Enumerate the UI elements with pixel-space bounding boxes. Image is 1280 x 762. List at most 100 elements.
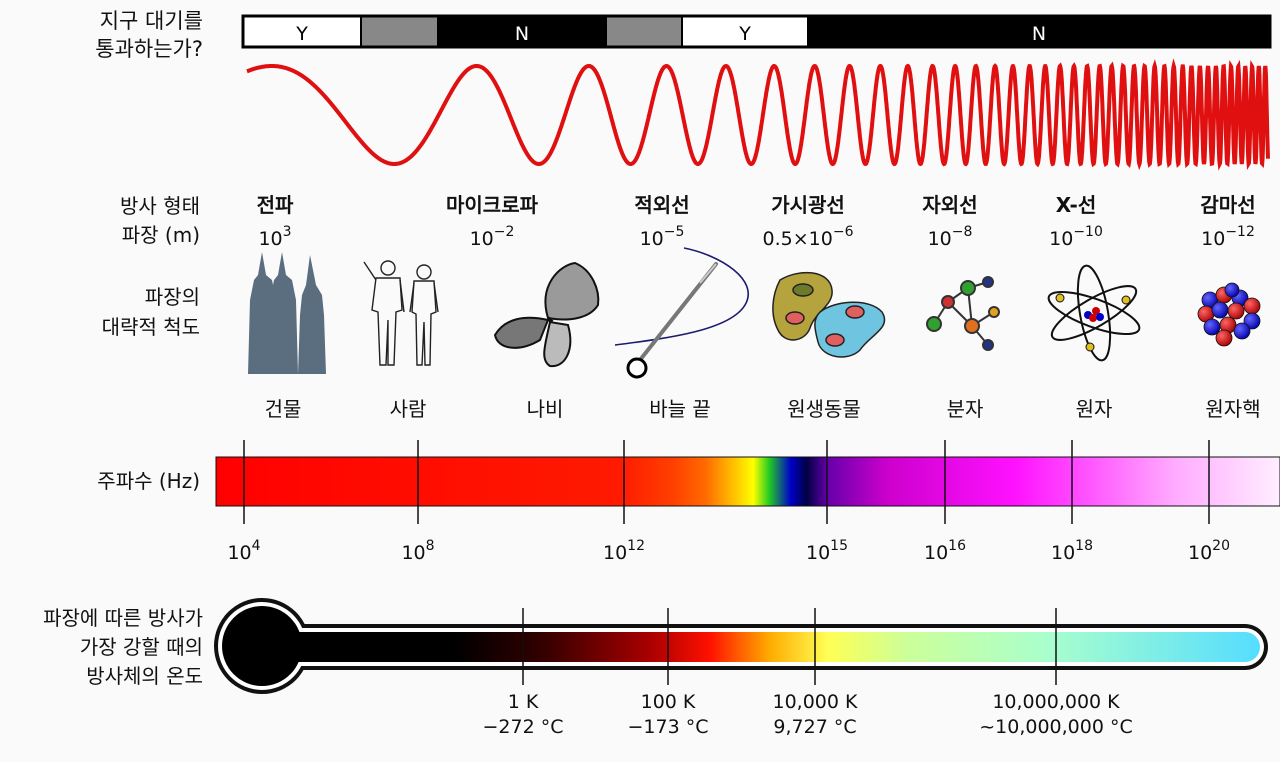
radiation-wavelength-base: 0.5×10 [763, 228, 833, 250]
temperature-kelvin: 100 K [641, 691, 696, 713]
frequency-tick-label-exponent: 18 [1075, 538, 1093, 554]
frequency-ticks: 104 108 1012 1015 1016 1018 1020 [227, 440, 1230, 564]
atmosphere-segment-label: Y [738, 23, 751, 45]
frequency-tick-label-exponent: 12 [627, 538, 645, 554]
radiation-wavelength-base: 10 [1049, 228, 1073, 250]
temperature-label-line2: 가장 강할 때의 [80, 635, 203, 659]
radiation-type-name: 가시광선 [771, 193, 845, 217]
frequency-tick-label-base: 10 [227, 542, 251, 564]
frequency-tick-label-base: 10 [603, 542, 627, 564]
frequency-tick-label: 1012 [603, 538, 645, 564]
scale-item-label: 바늘 끝 [649, 397, 711, 421]
frequency-tick-label: 104 [227, 538, 260, 564]
building-icon [248, 252, 326, 374]
scale-item-label: 원생동물 [787, 397, 861, 421]
radiation-wavelength-base: 10 [470, 228, 494, 250]
temperature-celsius: ~10,000,000 °C [979, 716, 1133, 738]
frequency-tick-label-base: 10 [1188, 542, 1212, 564]
temperature-label-line1: 파장에 따른 방사가 [43, 606, 203, 630]
temperature-kelvin: 10,000,000 K [992, 691, 1120, 713]
frequency-tick-label: 1018 [1051, 538, 1093, 564]
temperature-kelvin: 10,000 K [773, 691, 859, 713]
radiation-wavelength: 10−8 [928, 224, 973, 250]
frequency-tick-label: 1020 [1188, 538, 1230, 564]
radiation-wavelength-base: 10 [1201, 228, 1225, 250]
scale-item-label: 분자 [947, 397, 984, 421]
scale-label-line1: 파장의 [145, 285, 200, 309]
radiation-type-name: 감마선 [1200, 193, 1255, 217]
thermometer-bulb [222, 606, 302, 686]
radiation-types: 전파103마이크로파10−2적외선10−5가시광선0.5×10−6자외선10−8… [257, 193, 1256, 250]
radiation-wavelength-exponent: −8 [952, 224, 973, 240]
frequency-label: 주파수 (Hz) [97, 469, 200, 493]
frequency-tick-label-base: 10 [806, 542, 830, 564]
wavelength-label: 파장 (m) [122, 223, 200, 247]
radiation-wavelength-exponent: −12 [1225, 224, 1255, 240]
frequency-tick-label: 1016 [924, 538, 966, 564]
atmosphere-segment-label: N [1032, 23, 1046, 45]
radiation-wavelength-exponent: −10 [1073, 224, 1103, 240]
temperature-label-line3: 방사체의 온도 [86, 664, 203, 688]
nucleus-icon [1197, 282, 1261, 347]
radiation-wavelength: 10−5 [640, 224, 685, 250]
radiation-type-name: 마이크로파 [446, 193, 539, 217]
molecule-icon [926, 276, 1000, 351]
butterfly-icon [493, 261, 600, 368]
frequency-tick-label-exponent: 15 [830, 538, 848, 554]
radiation-wavelength-exponent: −5 [664, 224, 685, 240]
temperature-gradient [278, 632, 1260, 662]
atmosphere-segment [605, 15, 683, 48]
radiation-wavelength-exponent: −2 [494, 224, 515, 240]
frequency-tick-label-base: 10 [1051, 542, 1075, 564]
radiation-wavelength: 0.5×10−6 [763, 224, 854, 250]
atmosphere-segment-label: Y [295, 23, 308, 45]
radiation-wavelength: 10−10 [1049, 224, 1103, 250]
wave-line [246, 58, 1270, 171]
protozoa-icon [772, 271, 886, 358]
atmosphere-bar-border [241, 14, 1272, 49]
atom-icon [1047, 264, 1141, 362]
radiation-wavelength-base: 10 [258, 228, 282, 250]
temperature-celsius: −173 °C [628, 716, 709, 738]
scale-item-label: 원자핵 [1205, 397, 1260, 421]
frequency-tick-label-exponent: 4 [252, 538, 261, 554]
scale-item-label: 사람 [390, 397, 427, 421]
radiation-wavelength-exponent: 3 [283, 224, 292, 240]
thermometer [214, 598, 1268, 694]
radiation-type-label: 방사 형태 [120, 194, 200, 218]
frequency-tick-label: 108 [401, 538, 434, 564]
radiation-type-name: X-선 [1056, 193, 1097, 217]
temperature-celsius: 9,727 °C [773, 716, 856, 738]
radiation-type-name: 자외선 [922, 193, 977, 217]
frequency-tick-label-base: 10 [401, 542, 425, 564]
radiation-wavelength: 10−12 [1201, 224, 1255, 250]
frequency-tick-label: 1015 [806, 538, 848, 564]
radiation-wavelength: 10−2 [470, 224, 515, 250]
temperature-celsius: −272 °C [483, 716, 564, 738]
frequency-bar [215, 456, 1280, 507]
atmosphere-label-line1: 지구 대기를 [100, 9, 203, 33]
radiation-wavelength-exponent: −6 [833, 224, 854, 240]
scale-labels: 건물 사람 나비 바늘 끝 원생동물 분자 원자 원자핵 [265, 397, 1261, 421]
scale-item-label: 나비 [527, 397, 564, 421]
frequency-tick-label-exponent: 20 [1212, 538, 1230, 554]
scale-item-label: 건물 [265, 397, 302, 421]
frequency-tick-label-exponent: 8 [426, 538, 435, 554]
frequency-tick-label-exponent: 16 [948, 538, 966, 554]
radiation-wavelength-base: 10 [640, 228, 664, 250]
atmosphere-segment [360, 15, 439, 48]
humans-icon [363, 260, 439, 366]
frequency-tick-label-base: 10 [924, 542, 948, 564]
atmosphere-label-line2: 통과하는가? [95, 37, 203, 61]
radiation-type-name: 적외선 [634, 193, 689, 217]
scale-label-line2: 대략적 척도 [102, 315, 200, 339]
temperature-kelvin: 1 K [508, 691, 539, 713]
atmosphere-segment-label: N [515, 23, 529, 45]
temperature-ticks: 1 K −272 °C 100 K −173 °C 10,000 K 9,727 °C 10… [483, 608, 1133, 738]
needle-icon [614, 247, 749, 379]
radiation-wavelength-base: 10 [928, 228, 952, 250]
radiation-type-name: 전파 [257, 193, 294, 217]
